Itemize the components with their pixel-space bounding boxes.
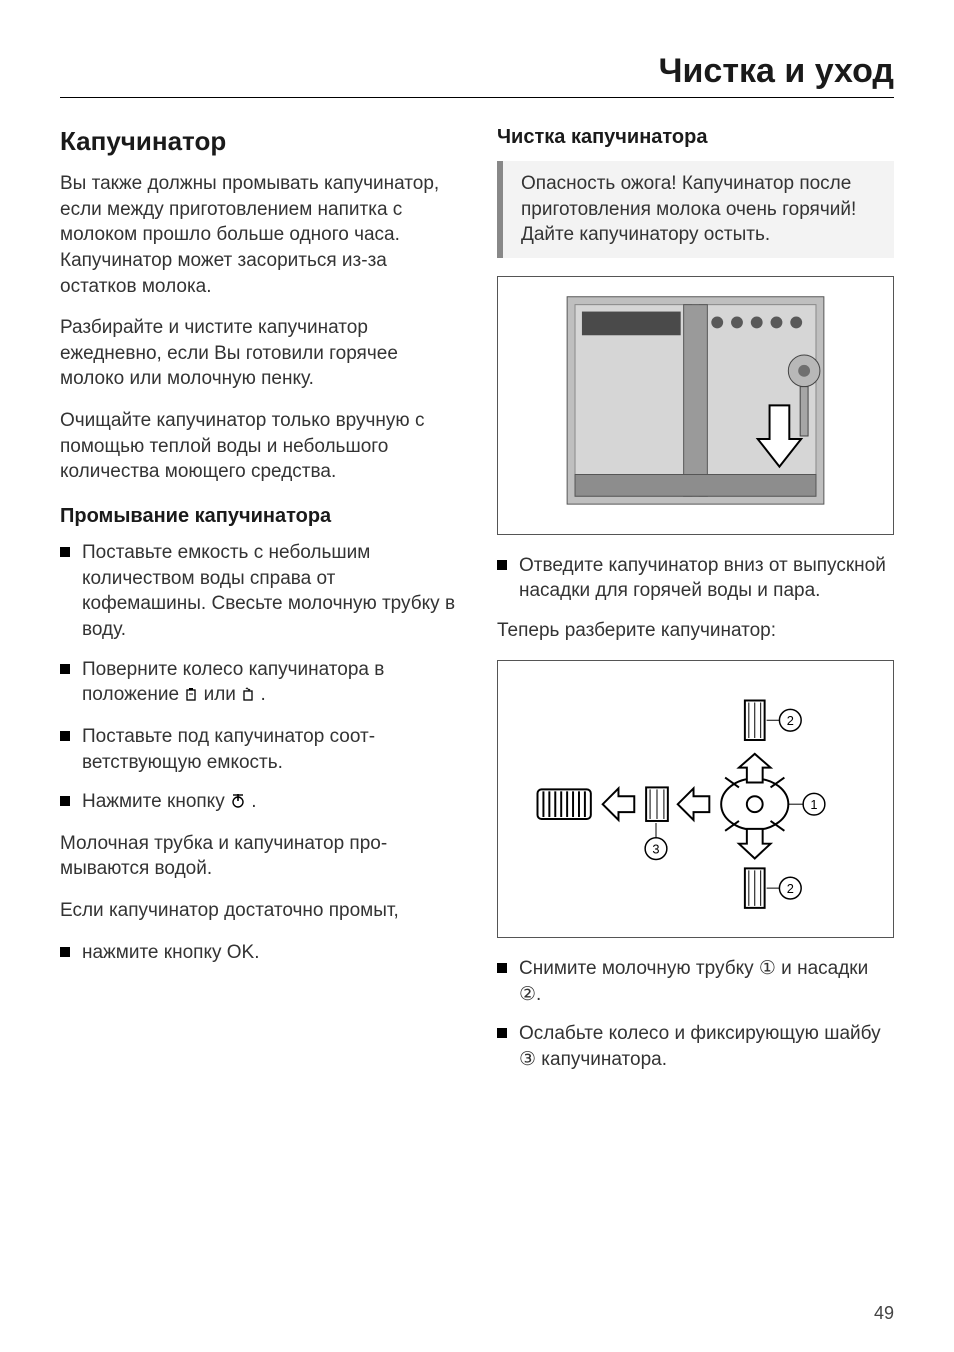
chapter-title: Чистка и уход xyxy=(60,52,894,98)
warning-box: Опасность ожога! Капучинатор после приго… xyxy=(497,161,894,258)
svg-text:2: 2 xyxy=(787,713,794,728)
paragraph: Теперь разберите капучинатор: xyxy=(497,618,894,644)
list-item-text: Нажмите кнопку xyxy=(82,791,230,812)
paragraph: Если капучинатор достаточно про­мыт, xyxy=(60,898,457,924)
milk-froth-icon xyxy=(184,684,198,710)
subheading-clean: Чистка капучинатора xyxy=(497,126,894,149)
figure-machine xyxy=(497,276,894,535)
list-item-text: . xyxy=(251,791,256,812)
list-item-text: нажмите кнопку OK. xyxy=(82,942,259,963)
list-item: Отведите капучинатор вниз от вы­пускной … xyxy=(497,553,894,604)
section-heading-cappuccinatore: Капучинатор xyxy=(60,126,457,157)
figure-frother-diagram: 1 2 xyxy=(497,660,894,939)
bullet-list: Отведите капучинатор вниз от вы­пускной … xyxy=(497,553,894,604)
list-item-text: Снимите молочную трубку ① и на­садки ②. xyxy=(519,958,868,1005)
list-item-text: Отведите капучинатор вниз от вы­пускной … xyxy=(519,555,886,602)
list-item-text: . xyxy=(260,684,265,705)
bullet-list: Снимите молочную трубку ① и на­садки ②. … xyxy=(497,956,894,1073)
bullet-list: Поставьте емкость с небольшим количество… xyxy=(60,540,457,817)
list-item: Поставьте емкость с небольшим количество… xyxy=(60,540,457,643)
list-item-text: Поставьте емкость с небольшим количество… xyxy=(82,542,455,640)
right-column: Чистка капучинатора Опасность ожога! Кап… xyxy=(497,126,894,1087)
paragraph: Разбирайте и чистите капучинатор ежеднев… xyxy=(60,315,457,392)
steam-icon xyxy=(241,684,255,710)
document-page: Чистка и уход Капучинатор Вы также должн… xyxy=(0,0,954,1352)
list-item-text: Ослабьте колесо и фиксирующую шайбу ③ ка… xyxy=(519,1023,881,1070)
warning-text: Опасность ожога! Капучинатор после приго… xyxy=(521,173,856,245)
columns: Капучинатор Вы также должны промывать ка… xyxy=(60,126,894,1087)
list-item: Ослабьте колесо и фиксирующую шайбу ③ ка… xyxy=(497,1021,894,1072)
list-item-text: или xyxy=(204,684,242,705)
bullet-list: нажмите кнопку OK. xyxy=(60,940,457,966)
page-number: 49 xyxy=(874,1303,894,1324)
list-item: Поверните колесо капучинатора в положени… xyxy=(60,657,457,710)
power-icon xyxy=(230,791,246,817)
paragraph: Молочная трубка и капучинатор про­мывают… xyxy=(60,831,457,882)
svg-text:2: 2 xyxy=(787,881,794,896)
list-item: Нажмите кнопку . xyxy=(60,789,457,817)
list-item-text: Поставьте под капучинатор соот­ветствующ… xyxy=(82,726,375,773)
paragraph: Очищайте капучинатор только вруч­ную с п… xyxy=(60,408,457,485)
list-item: Поставьте под капучинатор соот­ветствующ… xyxy=(60,724,457,775)
svg-text:3: 3 xyxy=(652,841,659,856)
subheading-rinse: Промывание капучинатора xyxy=(60,505,457,528)
svg-text:1: 1 xyxy=(810,797,817,812)
paragraph: Вы также должны промывать капучинатор, е… xyxy=(60,171,457,299)
left-column: Капучинатор Вы также должны промывать ка… xyxy=(60,126,457,1087)
list-item: нажмите кнопку OK. xyxy=(60,940,457,966)
list-item: Снимите молочную трубку ① и на­садки ②. xyxy=(497,956,894,1007)
